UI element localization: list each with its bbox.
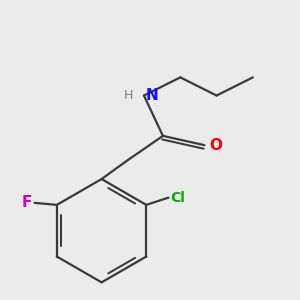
Text: F: F [22,195,32,210]
Text: H: H [124,89,133,102]
Text: Cl: Cl [170,190,185,205]
Text: N: N [146,88,159,103]
Text: O: O [209,138,222,153]
